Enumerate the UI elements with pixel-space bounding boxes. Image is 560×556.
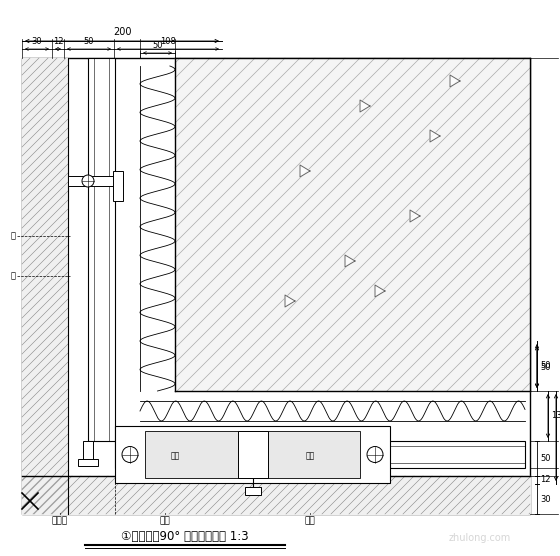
Polygon shape [360, 100, 370, 112]
Bar [145, 431, 360, 478]
Bar [78, 459, 98, 466]
Text: 50: 50 [152, 41, 163, 50]
Text: 108: 108 [160, 37, 176, 46]
Bar [245, 487, 260, 495]
Text: 50: 50 [540, 454, 550, 463]
Text: 200: 200 [113, 27, 131, 37]
Text: 阳角: 阳角 [170, 451, 180, 460]
Text: 幕墙板: 幕墙板 [52, 517, 68, 525]
Polygon shape [430, 130, 440, 142]
Text: ①石材幕墖90° 阳角横剖节点 1:3: ①石材幕墖90° 阳角横剖节点 1:3 [121, 529, 249, 543]
Text: 立杆: 立杆 [160, 517, 170, 525]
Polygon shape [300, 165, 310, 177]
Bar [115, 441, 525, 468]
Polygon shape [285, 295, 295, 307]
Bar [237, 431, 268, 478]
Bar [113, 171, 123, 201]
Polygon shape [175, 58, 530, 391]
Text: 50: 50 [540, 361, 550, 370]
Circle shape [122, 446, 138, 463]
Text: 50: 50 [84, 37, 94, 46]
Text: 螺栓: 螺栓 [305, 451, 315, 460]
Text: 石材: 石材 [305, 517, 315, 525]
Polygon shape [22, 476, 530, 514]
Text: 138: 138 [551, 411, 560, 420]
Bar [22, 58, 530, 514]
Text: 30: 30 [32, 37, 43, 46]
Text: 30: 30 [540, 494, 550, 504]
Text: zhulong.com: zhulong.com [449, 533, 511, 543]
Polygon shape [375, 285, 385, 297]
Text: 230: 230 [559, 433, 560, 442]
Text: 50: 50 [540, 363, 550, 371]
Polygon shape [450, 75, 460, 87]
Bar [88, 58, 115, 441]
Text: 12: 12 [540, 475, 550, 484]
Polygon shape [345, 255, 355, 267]
Polygon shape [410, 210, 420, 222]
Bar [83, 441, 93, 461]
Text: 12: 12 [53, 37, 63, 46]
Bar [115, 426, 390, 483]
Circle shape [82, 175, 94, 187]
Circle shape [367, 446, 383, 463]
Text: 墙: 墙 [11, 271, 16, 280]
Bar [68, 176, 123, 186]
Polygon shape [22, 58, 68, 514]
Text: 幕: 幕 [11, 231, 16, 241]
